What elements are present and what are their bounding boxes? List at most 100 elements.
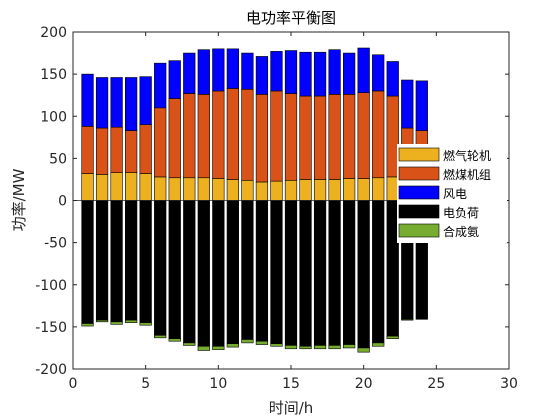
bar-series1-x7 xyxy=(168,177,181,201)
x-axis-label: 时间/h xyxy=(269,399,314,417)
bar-series1-x6 xyxy=(154,176,167,201)
bar-series3-x13 xyxy=(255,56,269,95)
bar-series5-x5 xyxy=(139,322,152,326)
bar-series1-x22 xyxy=(386,176,399,201)
bar-series4-x2 xyxy=(95,200,109,321)
y-tick-label: -150 xyxy=(35,320,67,336)
y-tick-label: 0 xyxy=(58,194,67,210)
y-tick-label: 100 xyxy=(40,109,67,125)
bar-series5-x20 xyxy=(357,347,370,353)
bar-series5-x19 xyxy=(343,344,356,349)
bar-series4-x13 xyxy=(255,200,269,342)
x-tick-label: 5 xyxy=(141,376,150,392)
bar-series3-x1 xyxy=(81,73,94,127)
legend-swatch xyxy=(398,147,440,162)
bar-series1-x18 xyxy=(328,179,341,201)
bar-series3-x2 xyxy=(95,77,109,129)
bar-series3-x8 xyxy=(183,52,196,94)
bar-series2-x9 xyxy=(197,94,210,179)
legend-swatch xyxy=(398,204,440,219)
y-tick-label: -100 xyxy=(35,278,67,294)
bar-series5-x13 xyxy=(255,340,269,345)
bar-series1-x15 xyxy=(284,179,298,201)
bar-series4-x21 xyxy=(372,200,385,344)
bar-series4-x1 xyxy=(81,200,94,324)
chart-title: 电功率平衡图 xyxy=(246,9,336,27)
bar-series4-x17 xyxy=(313,200,327,346)
bar-series5-x17 xyxy=(313,345,327,350)
bar-series5-x9 xyxy=(197,345,210,351)
bar-series5-x3 xyxy=(110,321,123,325)
bar-series1-x9 xyxy=(197,177,210,201)
bar-series2-x16 xyxy=(299,95,312,180)
bar-series4-x7 xyxy=(168,200,181,339)
bar-series2-x14 xyxy=(270,90,283,182)
bar-series4-x22 xyxy=(386,200,399,337)
legend-label: 燃煤机组 xyxy=(443,167,491,182)
bar-series3-x5 xyxy=(139,76,152,125)
bar-series2-x17 xyxy=(313,95,327,180)
bar-series4-x16 xyxy=(299,200,312,347)
legend-label: 燃气轮机 xyxy=(443,148,491,163)
bar-series3-x16 xyxy=(299,51,312,97)
bar-series1-x10 xyxy=(212,178,225,201)
bar-series5-x1 xyxy=(81,323,94,327)
bar-series2-x21 xyxy=(372,90,385,179)
bar-series5-x16 xyxy=(299,345,312,350)
bar-series2-x22 xyxy=(386,95,399,178)
bar-series3-x20 xyxy=(357,47,370,93)
x-tick-label: 10 xyxy=(209,376,227,392)
bar-series3-x4 xyxy=(125,77,138,131)
bar-series1-x13 xyxy=(255,181,269,201)
y-tick-label: 50 xyxy=(49,151,67,167)
bar-series2-x1 xyxy=(81,126,94,174)
bar-series3-x22 xyxy=(386,61,399,97)
legend-swatch xyxy=(398,185,440,200)
bar-series1-x21 xyxy=(372,177,385,201)
bar-series3-x11 xyxy=(226,48,239,89)
bar-series5-x7 xyxy=(168,338,181,342)
bar-series1-x8 xyxy=(183,177,196,201)
bar-series3-x23 xyxy=(401,79,414,129)
bar-series2-x2 xyxy=(95,127,109,175)
bar-series5-x22 xyxy=(386,335,399,339)
bar-series4-x10 xyxy=(212,200,225,347)
bar-series3-x24 xyxy=(415,80,428,131)
bar-series5-x2 xyxy=(95,319,109,323)
bar-series4-x8 xyxy=(183,200,196,344)
bar-series1-x1 xyxy=(81,173,94,201)
bar-series1-x14 xyxy=(270,180,283,201)
bar-series2-x7 xyxy=(168,98,181,179)
bar-series5-x18 xyxy=(328,345,341,350)
bar-series2-x15 xyxy=(284,93,298,181)
bar-series1-x4 xyxy=(125,172,138,201)
bar-series2-x3 xyxy=(110,126,123,173)
bar-series1-x16 xyxy=(299,179,312,201)
bar-series5-x6 xyxy=(154,334,167,339)
bar-series2-x10 xyxy=(212,90,225,179)
bar-series4-x20 xyxy=(357,200,370,349)
x-axis-ticks: 0 5 10 15 20 25 30 xyxy=(69,32,518,392)
bar-series2-x12 xyxy=(241,88,254,181)
bar-series3-x14 xyxy=(270,51,283,92)
x-tick-label: 20 xyxy=(355,376,373,392)
bar-series5-x15 xyxy=(284,345,298,350)
bar-series5-x14 xyxy=(270,343,283,347)
bar-series4-x4 xyxy=(125,200,138,321)
bar-series2-x13 xyxy=(255,94,269,183)
y-tick-label: -200 xyxy=(35,362,67,378)
y-axis-label: 功率/MW xyxy=(10,168,28,231)
bar-series3-x18 xyxy=(328,49,341,95)
bar-series1-x2 xyxy=(95,174,109,201)
y-axis-ticks: -200 -150 -100 -50 0 50 100 150 200 xyxy=(35,25,509,378)
bar-series1-x12 xyxy=(241,179,254,201)
y-tick-label: -50 xyxy=(44,236,67,252)
legend-label: 风电 xyxy=(443,187,467,201)
bar-series2-x4 xyxy=(125,130,138,173)
bar-series3-x19 xyxy=(343,52,356,95)
x-tick-label: 30 xyxy=(500,376,518,392)
x-tick-label: 25 xyxy=(427,376,445,392)
bar-series3-x6 xyxy=(154,62,167,109)
